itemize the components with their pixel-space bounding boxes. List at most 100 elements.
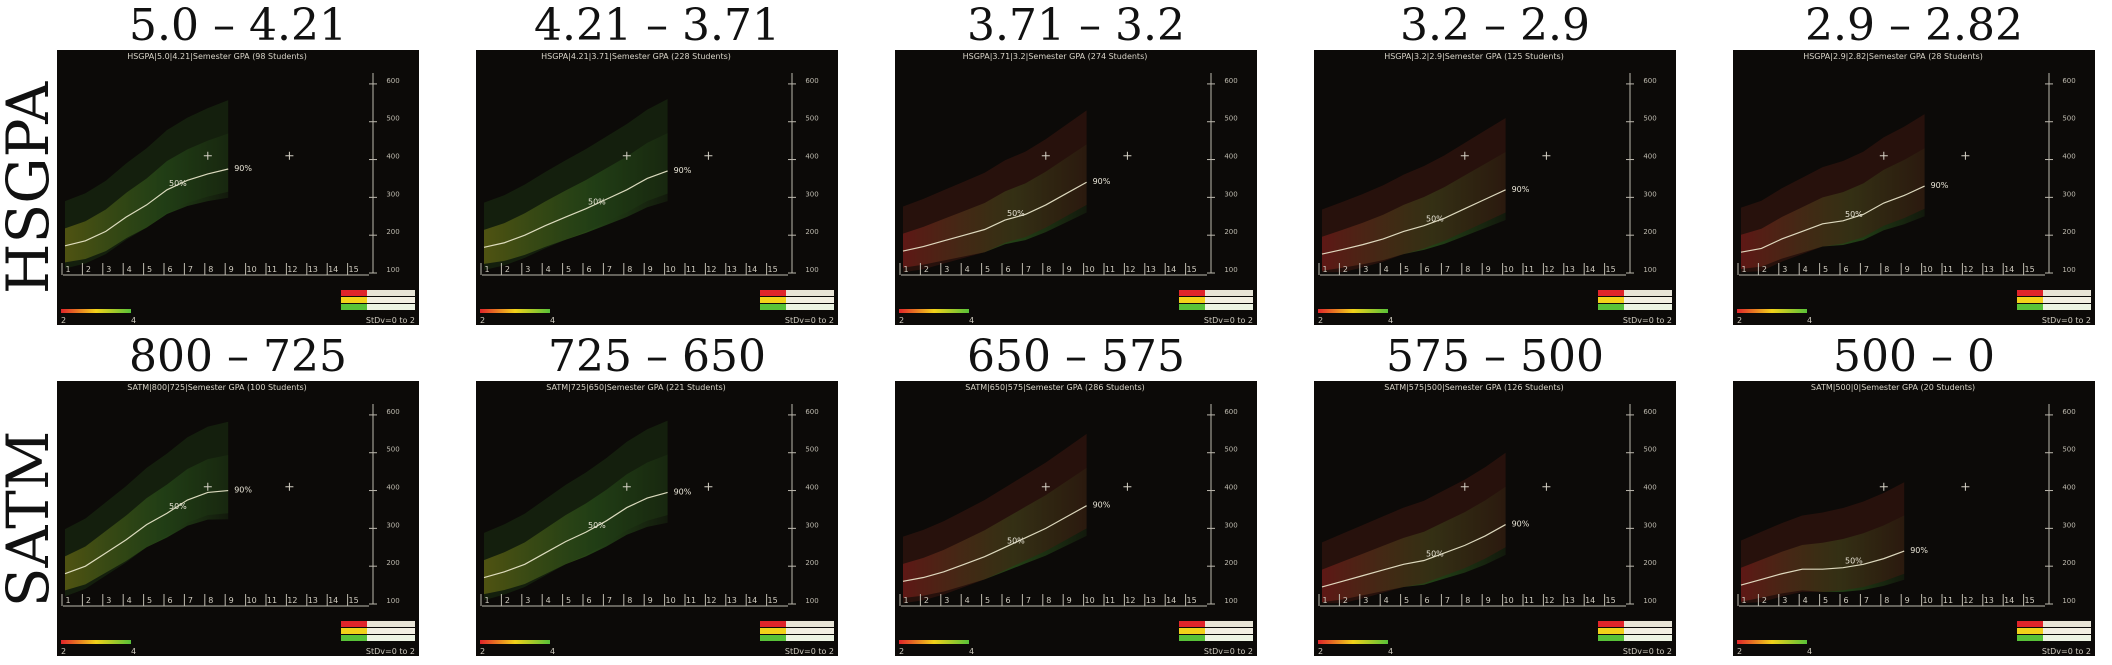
x-tick-label: 13 (727, 596, 737, 605)
x-tick-label: 5 (1404, 265, 1409, 274)
y-tick-label: 100 (1643, 266, 1656, 274)
x-tick-label: 8 (208, 596, 213, 605)
stdev-legend-label: StDv=0 to 2 (785, 316, 834, 325)
crosshair-marker (285, 151, 294, 160)
x-tick-label: 11 (1105, 596, 1115, 605)
x-tick-label: 7 (1864, 265, 1869, 274)
x-tick-label: 15 (2025, 265, 2035, 274)
color-scale-bar (1318, 309, 1388, 313)
stdev-band (484, 454, 668, 595)
x-tick-label: 2 (505, 265, 510, 274)
y-tick-label: 400 (805, 484, 818, 492)
x-tick-label: 7 (1445, 265, 1450, 274)
x-tick-label: 11 (267, 265, 277, 274)
y-tick-label: 100 (386, 266, 399, 274)
crosshair-marker (704, 151, 713, 160)
y-tick-label: 600 (805, 408, 818, 416)
x-tick-label: 1 (1741, 265, 1746, 274)
x-tick-label: 7 (1445, 596, 1450, 605)
stdev-legend (760, 290, 834, 310)
color-scale-min: 2 (899, 316, 904, 325)
x-tick-label: 10 (247, 596, 257, 605)
y-tick-label: 500 (1643, 446, 1656, 454)
color-scale-min: 2 (61, 316, 66, 325)
x-tick-label: 8 (1465, 265, 1470, 274)
y-tick-label: 500 (1224, 446, 1237, 454)
y-tick-label: 100 (1224, 597, 1237, 605)
x-tick-label: 1 (1322, 596, 1327, 605)
x-tick-label: 9 (1067, 596, 1072, 605)
x-tick-label: 12 (1125, 265, 1135, 274)
y-tick-label: 400 (1643, 484, 1656, 492)
panel-title: 650 – 575 (967, 331, 1185, 382)
y-tick-label: 300 (386, 521, 399, 529)
x-tick-label: 5 (147, 265, 152, 274)
color-scale-bar (1737, 640, 1807, 644)
panel-caption: HSGPA|5.0|4.21|Semester GPA (98 Students… (127, 52, 307, 61)
median-curve (483, 170, 668, 248)
x-tick-label: 9 (1905, 265, 1910, 274)
spread-haze (903, 433, 1087, 604)
y-tick-label: 100 (386, 597, 399, 605)
x-tick-label: 8 (1884, 596, 1889, 605)
x-tick-label: 1 (903, 596, 908, 605)
stdev-band (484, 133, 668, 264)
crosshair-marker (622, 482, 631, 491)
y-tick-label: 300 (386, 190, 399, 198)
panel-caption: SATM|500|0|Semester GPA (20 Students) (1811, 383, 1975, 392)
x-tick-label: 2 (924, 265, 929, 274)
x-tick-label: 11 (1943, 265, 1953, 274)
x-tick-label: 2 (1762, 265, 1767, 274)
label-50pct: 50% (588, 198, 606, 207)
y-tick-label: 500 (386, 446, 399, 454)
y-tick-label: 600 (805, 77, 818, 85)
chart-panel: SATM|725|650|Semester GPA (221 Students)… (476, 381, 838, 656)
x-tick-label: 15 (768, 596, 778, 605)
x-tick-label: 6 (1005, 265, 1010, 274)
x-tick-label: 15 (1606, 596, 1616, 605)
y-tick-label: 600 (1224, 408, 1237, 416)
x-tick-label: 15 (349, 596, 359, 605)
chart-svg: SATM|650|575|Semester GPA (286 Students)… (899, 383, 1253, 656)
y-tick-label: 600 (1643, 77, 1656, 85)
stdev-legend-label: StDv=0 to 2 (1623, 316, 1672, 325)
stdev-band (65, 133, 229, 263)
y-tick-label: 300 (1643, 190, 1656, 198)
y-tick-label: 400 (1224, 153, 1237, 161)
spread-haze (484, 420, 668, 601)
x-tick-label: 9 (229, 265, 234, 274)
x-tick-label: 11 (1943, 596, 1953, 605)
crosshair-marker (1123, 151, 1132, 160)
x-tick-label: 4 (965, 596, 970, 605)
color-scale-max: 4 (131, 647, 136, 656)
x-tick-label: 7 (607, 265, 612, 274)
color-scale-bar (899, 309, 969, 313)
x-tick-label: 8 (1884, 265, 1889, 274)
stdev-legend-label: StDv=0 to 2 (2042, 316, 2091, 325)
y-tick-label: 400 (2062, 153, 2075, 161)
panel-title: 3.2 – 2.9 (1400, 0, 1590, 51)
x-tick-label: 11 (686, 596, 696, 605)
color-scale-max: 4 (1388, 316, 1393, 325)
chart-panel: SATM|575|500|Semester GPA (126 Students)… (1314, 381, 1676, 656)
x-tick-label: 3 (1782, 596, 1787, 605)
x-tick-label: 3 (106, 596, 111, 605)
stdev-band (1741, 148, 1925, 269)
chart-svg: HSGPA|3.2|2.9|Semester GPA (125 Students… (1318, 52, 1672, 325)
stdev-band (1741, 515, 1905, 602)
label-90pct: 90% (1093, 501, 1111, 510)
label-50pct: 50% (588, 521, 606, 530)
stdev-legend (2017, 290, 2091, 310)
crosshair-marker (1123, 482, 1132, 491)
panel-title: 575 – 500 (1386, 331, 1604, 382)
panel-title: 5.0 – 4.21 (129, 0, 347, 51)
stdev-legend (1179, 621, 1253, 641)
x-tick-label: 5 (985, 596, 990, 605)
chart-panel: HSGPA|2.9|2.82|Semester GPA (28 Students… (1733, 50, 2095, 325)
color-scale-max: 4 (1807, 647, 1812, 656)
median-curve (902, 505, 1087, 582)
panel-caption: SATM|650|575|Semester GPA (286 Students) (965, 383, 1145, 392)
panel-caption: HSGPA|3.2|2.9|Semester GPA (125 Students… (1384, 52, 1564, 61)
x-tick-label: 3 (1363, 596, 1368, 605)
x-tick-label: 13 (308, 596, 318, 605)
